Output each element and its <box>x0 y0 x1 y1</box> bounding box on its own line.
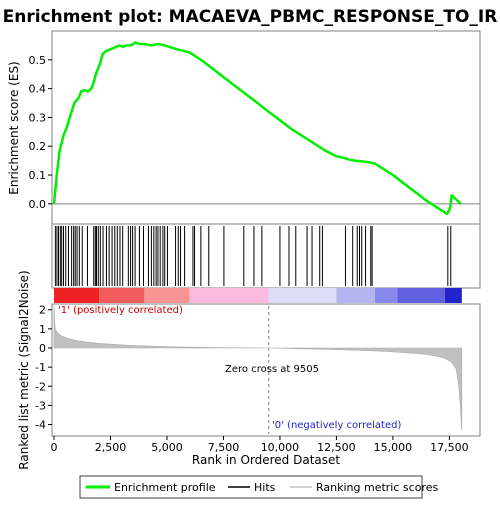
metric-y-tick-label: -4 <box>35 419 46 432</box>
x-tick-label: 0 <box>51 441 58 454</box>
hits-panel-frame <box>51 223 481 289</box>
heat-bar-segment <box>336 288 375 303</box>
es-series <box>52 41 462 216</box>
heat-bar <box>54 288 462 303</box>
heat-bar-segment <box>144 288 190 303</box>
legend: Enrichment profile Hits Ranking metric s… <box>79 475 438 499</box>
legend-label-hits: Hits <box>254 481 276 494</box>
x-tick-label: 5,000 <box>151 441 183 454</box>
x-axis: 0 2,500 5,000 7,500 10,000 12,500 15,000 17,500 <box>51 436 469 454</box>
legend-frame <box>79 475 423 499</box>
zero-cross-label: Zero cross at 9505 <box>225 364 319 375</box>
x-tick-label: 12,500 <box>317 441 356 454</box>
metric-y-tick-label: 1 <box>39 323 46 336</box>
x-tick-label: 17,500 <box>430 441 469 454</box>
x-tick-label: 10,000 <box>261 441 300 454</box>
metric-area <box>53 305 463 431</box>
metric-y-axis: 2 1 0 -1 -2 -3 -4 <box>35 304 52 432</box>
heat-bar-segment <box>54 288 100 303</box>
es-y-tick-label: 0.0 <box>29 198 47 211</box>
metric-y-tick-label: -2 <box>35 380 46 393</box>
metric-series <box>53 305 463 431</box>
x-tick-label: 2,500 <box>95 441 127 454</box>
es-y-tick-label: 0.4 <box>29 83 47 96</box>
legend-label-enrichment-profile: Enrichment profile <box>114 481 216 494</box>
heat-bar-segment <box>99 288 145 303</box>
heat-bar-segment <box>397 288 445 303</box>
es-y-axis-label: Enrichment score (ES) <box>7 61 21 194</box>
es-panel: 0.0 0.1 0.2 0.3 0.4 0.5 Enrichment score (ES) <box>7 30 481 225</box>
metric-panel-frame <box>51 303 481 437</box>
heat-bar-segment <box>444 288 462 303</box>
metric-y-tick-label: -3 <box>35 399 46 412</box>
es-y-axis: 0.0 0.1 0.2 0.3 0.4 0.5 <box>29 54 52 211</box>
es-y-tick-label: 0.3 <box>29 111 47 124</box>
metric-y-tick-label: -1 <box>35 361 46 374</box>
heat-bar-segment <box>189 288 269 303</box>
es-y-tick-label: 0.5 <box>29 54 47 67</box>
x-tick-label: 15,000 <box>374 441 413 454</box>
legend-label-ranking-metric: Ranking metric scores <box>316 481 438 494</box>
es-panel-frame <box>51 30 481 225</box>
hits-panel <box>51 223 481 303</box>
x-tick-label: 7,500 <box>208 441 240 454</box>
metric-y-tick-label: 2 <box>39 304 46 317</box>
heat-bar-segment <box>374 288 398 303</box>
negative-label: '0' (negatively correlated) <box>272 420 401 431</box>
chart-title: Enrichment plot: MACAEVA_PBMC_RESPONSE_T… <box>3 7 498 27</box>
metric-y-axis-label: Ranked list metric (Signal2Noise) <box>17 270 31 469</box>
metric-panel: 210-1-2-3-4 '1' (positively correlated) … <box>17 270 481 470</box>
positive-label: '1' (positively correlated) <box>58 305 183 316</box>
es-line <box>52 41 462 216</box>
x-axis-label: Rank in Ordered Dataset <box>192 453 340 467</box>
heat-bar-segment <box>268 288 337 303</box>
es-y-tick-label: 0.1 <box>29 169 47 182</box>
es-y-tick-label: 0.2 <box>29 140 47 153</box>
hits-series <box>54 226 452 286</box>
metric-y-tick-label: 0 <box>39 342 46 355</box>
